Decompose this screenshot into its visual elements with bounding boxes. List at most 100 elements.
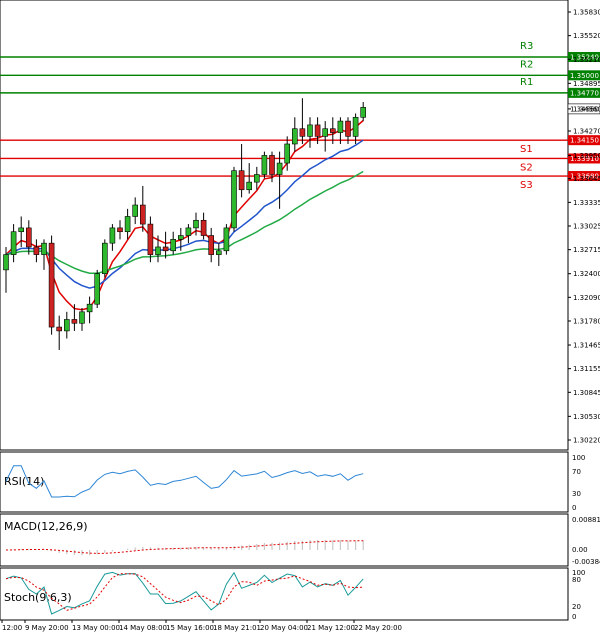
candle-bull bbox=[352, 116, 359, 137]
level-price-badge bbox=[568, 153, 600, 164]
time-tick-label: 22 May 20:00 bbox=[354, 624, 402, 632]
level-name-s2: S2 bbox=[520, 162, 533, 173]
macd-tick-zero: 0.00 bbox=[572, 546, 588, 554]
candle-bull bbox=[307, 124, 313, 137]
candle-bear bbox=[25, 227, 32, 248]
candle-bull bbox=[261, 155, 268, 175]
price-tick-label: 1.35210 bbox=[573, 56, 600, 64]
candle-bear bbox=[200, 219, 207, 236]
price-tick-label: 1.33025 bbox=[573, 223, 600, 231]
level-price-badge bbox=[568, 70, 600, 81]
price-tick-label: 1.33645 bbox=[573, 175, 600, 183]
price-tick-label: 1.35520 bbox=[573, 32, 600, 40]
candle-bull bbox=[291, 128, 298, 145]
candle-bear bbox=[208, 235, 214, 255]
moving-averages bbox=[5, 119, 364, 311]
price-tick-label: 1.35830 bbox=[573, 9, 600, 17]
price-tick-label: 1.34895 bbox=[573, 80, 600, 88]
candle-bull bbox=[284, 143, 291, 164]
level-price-label: 1.35000 bbox=[570, 72, 599, 80]
rsi-tick-70: 70 bbox=[572, 468, 581, 476]
candle-bull bbox=[360, 107, 367, 118]
level-name-r1: R1 bbox=[520, 77, 533, 88]
moving-average-ma_slow bbox=[5, 170, 364, 274]
level-price-label: 1.33680 bbox=[570, 173, 599, 181]
candle-bull bbox=[64, 319, 70, 332]
macd-panel: MACD(12,26,9) 0.008818 0.00 -0.003846 bbox=[0, 513, 600, 567]
candle-bull bbox=[185, 227, 192, 236]
time-tick-label: 9 May 20:00 bbox=[25, 624, 69, 632]
candle-bear bbox=[329, 128, 336, 133]
candle-bull bbox=[155, 246, 161, 255]
rsi-label: RSI(14) bbox=[4, 475, 44, 488]
moving-average-ma_fast bbox=[5, 119, 364, 311]
price-tick-label: 1.32715 bbox=[573, 246, 600, 254]
candle-bull bbox=[223, 227, 230, 252]
candle-bull bbox=[276, 162, 283, 175]
price-tick-label: 1.33950 bbox=[573, 152, 600, 160]
candle-bull bbox=[337, 120, 344, 133]
time-tick-label: 15 May 16:00 bbox=[166, 624, 214, 632]
macd-tick-high: 0.008818 bbox=[572, 516, 600, 524]
price-tick-label: 1.32400 bbox=[573, 270, 600, 278]
level-price-badge bbox=[568, 171, 600, 182]
price-tick-label: 1.30845 bbox=[573, 389, 600, 397]
candle-bull bbox=[246, 181, 252, 191]
price-tick-label: 1.30220 bbox=[573, 437, 600, 445]
time-tick-label: 18 May 21:01 bbox=[213, 624, 261, 632]
level-price-label: 1.34150 bbox=[570, 137, 599, 145]
price-tick-label: 1.32090 bbox=[573, 294, 600, 302]
stoch-tick-80: 80 bbox=[572, 576, 581, 584]
candle-bear bbox=[314, 124, 321, 137]
candle-bear bbox=[140, 204, 146, 225]
price-tick-label: 1.31155 bbox=[573, 365, 600, 373]
candle-bull bbox=[10, 231, 17, 255]
candle-bull bbox=[231, 170, 237, 229]
candle-bull bbox=[3, 254, 9, 271]
rsi-tick-100: 100 bbox=[572, 454, 585, 462]
macd-histogram bbox=[13, 540, 364, 556]
candlesticks bbox=[3, 98, 367, 350]
current-price-label: 1.34560 bbox=[570, 105, 599, 113]
level-price-label: 1.34770 bbox=[570, 89, 599, 97]
price-axis: 1.35830 1.35520 1.35210 1.34895 1.34560 1.342… bbox=[568, 9, 600, 445]
rsi-tick-0: 0 bbox=[572, 504, 576, 512]
level-name-r2: R2 bbox=[520, 59, 533, 70]
candle-bull bbox=[132, 204, 138, 217]
candle-bull bbox=[193, 219, 199, 229]
stoch-tick-100: 100 bbox=[572, 569, 585, 577]
candle-bull bbox=[216, 250, 222, 255]
macd-tick-low: -0.003846 bbox=[572, 558, 600, 566]
level-name-s1: S1 bbox=[520, 144, 533, 155]
candle-bull bbox=[254, 174, 260, 183]
level-price-label: 1.33910 bbox=[570, 155, 599, 163]
candle-bull bbox=[124, 216, 131, 233]
candle-bear bbox=[33, 246, 40, 255]
time-tick-label: 20 May 04:00 bbox=[260, 624, 308, 632]
level-name-s3: S3 bbox=[520, 180, 533, 191]
time-tick-label: 14 May 08:00 bbox=[119, 624, 167, 632]
candle-bull bbox=[109, 227, 116, 244]
time-tick-label: 21 May 12:00 bbox=[307, 624, 355, 632]
price-tick-label: 1.34270 bbox=[573, 128, 600, 136]
candle-bear bbox=[56, 326, 63, 332]
price-tick-label: 1.31780 bbox=[573, 317, 600, 325]
stoch-tick-0: 0 bbox=[572, 613, 576, 621]
rsi-tick-30: 30 bbox=[572, 490, 581, 498]
level-price-badge bbox=[568, 87, 600, 98]
candle-bull bbox=[94, 273, 100, 305]
candle-bear bbox=[269, 155, 275, 175]
price-tick-label: 1.34560 bbox=[573, 105, 600, 113]
candle-bull bbox=[18, 227, 25, 233]
time-tick-label: 12:00 bbox=[2, 624, 22, 632]
rsi-line bbox=[5, 465, 364, 498]
stoch-d-line bbox=[5, 573, 364, 611]
candle-bear bbox=[48, 242, 55, 328]
rsi-panel: RSI(14) 100 70 30 0 bbox=[0, 451, 585, 513]
candle-bull bbox=[322, 128, 329, 137]
candle-bull bbox=[178, 235, 184, 240]
candle-bear bbox=[147, 223, 154, 255]
price-tick-label: 1.33335 bbox=[573, 199, 600, 207]
